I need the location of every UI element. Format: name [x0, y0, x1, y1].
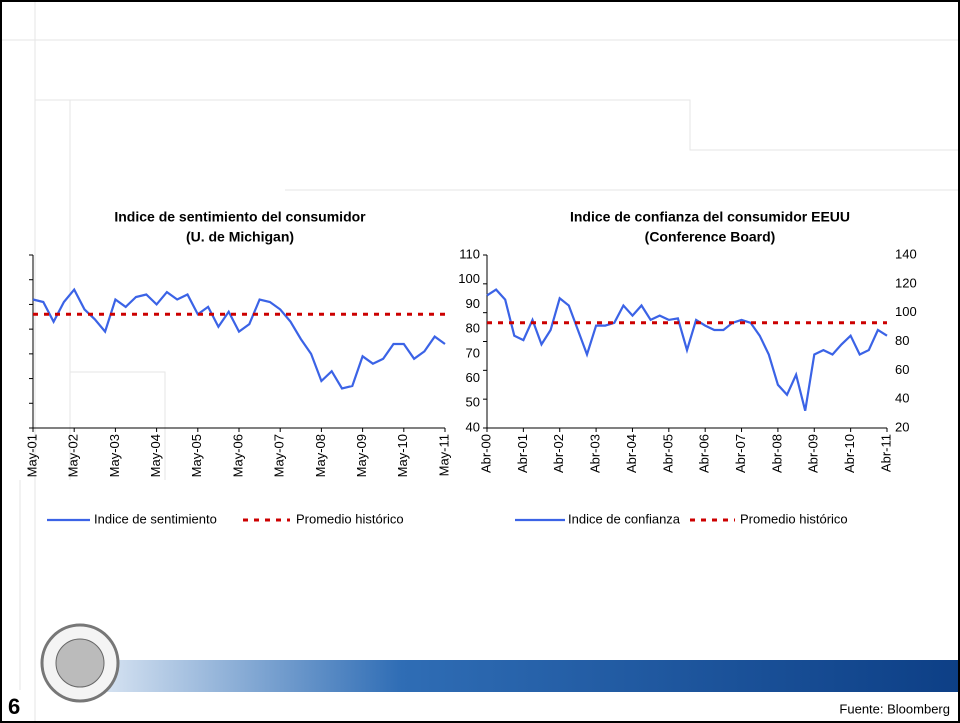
x-tick-label: Abr-04: [624, 434, 639, 473]
slide-number: 6: [8, 694, 20, 719]
legend-label: Promedio histórico: [296, 511, 404, 526]
x-tick-label: May-05: [189, 434, 204, 477]
legend-label: Promedio histórico: [740, 511, 848, 526]
legend-label: Indice de sentimiento: [94, 511, 217, 526]
x-tick-label: Abr-01: [515, 434, 530, 473]
x-tick-label: Abr-08: [769, 434, 784, 473]
chart-subtitle: (U. de Michigan): [186, 229, 294, 245]
x-tick-label: Abr-05: [660, 434, 675, 473]
x-tick-label: Abr-00: [478, 434, 493, 473]
x-tick-label: May-02: [66, 434, 81, 477]
y-tick-label: 110: [459, 246, 480, 261]
x-tick-label: May-01: [24, 434, 39, 477]
source: Fuente: Bloomberg: [839, 701, 950, 716]
y-tick-label: 140: [895, 246, 917, 261]
x-tick-label: Abr-11: [878, 434, 893, 472]
x-tick-label: Abr-09: [806, 434, 821, 473]
y-tick-label: 50: [466, 395, 480, 410]
y-tick-label: 70: [466, 345, 480, 360]
y-tick-label: 120: [895, 275, 917, 290]
y-tick-label: 40: [895, 391, 909, 406]
y-tick-label: 20: [895, 419, 909, 434]
x-tick-label: Abr-06: [697, 434, 712, 473]
chart-title: Indice de confianza del consumidor EEUU: [570, 209, 850, 225]
series-line: [32, 287, 446, 390]
x-tick-label: May-04: [148, 434, 163, 477]
y-tick-label: 100: [895, 304, 917, 319]
x-tick-label: May-10: [395, 434, 410, 477]
y-tick-label: 100: [458, 271, 480, 286]
x-tick-label: May-07: [272, 434, 287, 477]
y-tick-label: 90: [466, 296, 480, 311]
x-tick-label: May-09: [354, 434, 369, 477]
x-tick-label: Abr-10: [842, 434, 857, 473]
legend-label: Indice de confianza: [568, 511, 681, 526]
y-tick-label: 80: [466, 321, 480, 336]
y-tick-label: 60: [466, 370, 480, 385]
x-tick-label: Abr-07: [733, 434, 748, 473]
y-tick-label: 40: [466, 419, 480, 434]
y-tick-label: 80: [895, 333, 909, 348]
x-tick-label: May-03: [107, 434, 122, 477]
chart-subtitle: (Conference Board): [645, 229, 776, 245]
x-tick-label: Abr-03: [588, 434, 603, 473]
x-tick-label: May-11: [436, 434, 451, 476]
x-tick-label: May-08: [313, 434, 328, 477]
chart-title: Indice de sentimiento del consumidor: [114, 209, 366, 225]
series-line: [486, 288, 888, 411]
x-tick-label: May-06: [230, 434, 245, 477]
x-tick-label: Abr-02: [551, 434, 566, 473]
y-tick-label: 60: [895, 362, 909, 377]
footer-bar: [100, 660, 960, 692]
logo-center: [55, 638, 105, 688]
